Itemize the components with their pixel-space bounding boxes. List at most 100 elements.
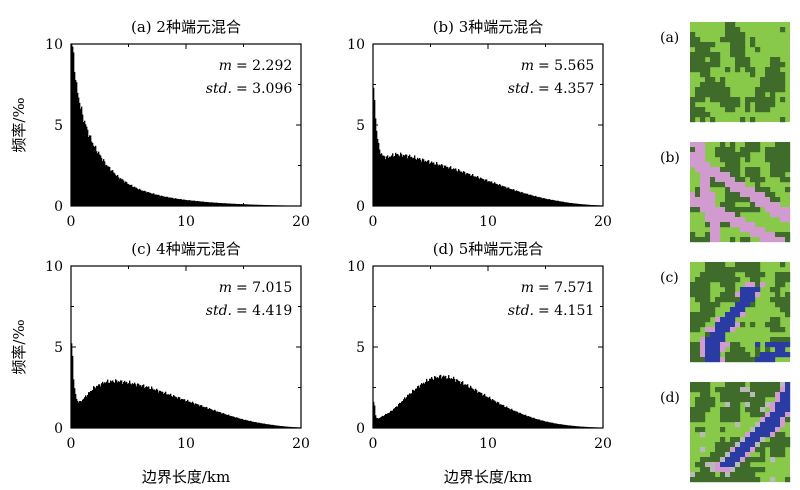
histogram-bar-c [265,424,267,428]
map-cell [760,452,766,458]
map-cell [690,32,696,38]
map-cell [755,457,761,463]
map-cell [785,232,791,238]
histogram-bar-c [157,389,159,428]
histogram-bar-a [110,170,112,206]
map-cell [735,222,741,228]
map-cell [710,92,716,98]
histogram-bar-d [521,414,523,428]
map-cell [695,352,701,358]
map-cell [725,282,731,288]
map-cell [700,57,706,63]
histogram-bar-b [580,204,582,206]
map-cell [710,42,716,48]
histogram-bar-a [146,192,148,206]
histogram-bar-b [503,186,505,206]
map-cell [690,202,696,208]
map-cell [745,352,751,358]
histogram-bar-d [511,408,513,428]
map-cell [755,87,761,93]
histogram-bar-d [393,408,395,428]
map-cell [765,352,771,358]
map-cell [710,472,716,478]
map-cell [735,422,741,428]
map-cell [710,82,716,88]
histogram-bar-b [571,202,573,206]
histogram-bar-d [504,407,506,428]
map-cell [730,477,736,483]
histogram-bar-b [397,153,399,206]
map-cell [780,82,786,88]
map-cell [695,97,701,103]
histogram-bar-b [403,155,405,206]
histogram-bar-b [566,202,568,206]
histogram-bar-d [516,411,518,428]
histogram-bar-b [525,193,527,206]
histogram-bar-d [557,423,559,428]
map-cell [730,347,736,353]
map-cell [690,417,696,423]
histogram-bar-a [76,82,78,206]
histogram-bar-d [554,423,556,428]
histogram-bar-d [382,415,384,428]
map-cell [765,207,771,213]
histogram-bar-c [249,421,251,428]
map-cell [735,342,741,348]
histogram-bar-d [529,416,531,428]
map-cell [760,227,766,233]
histogram-bar-a [83,122,85,206]
map-cell [725,102,731,108]
histogram-bar-d [522,414,524,428]
histogram-bar-a [183,199,185,206]
map-cell [765,417,771,423]
histogram-bar-b [410,157,412,206]
histogram-bar-b [516,190,518,206]
map-cell [755,352,761,358]
map-cell [745,442,751,448]
histogram-bar-d [484,393,486,428]
map-cell [700,412,706,418]
map-cell [780,402,786,408]
map-cell [780,117,786,123]
map-cell [720,172,726,178]
map-cell [735,157,741,163]
histogram-bar-c [117,382,119,428]
histogram-bar-b [431,161,433,206]
histogram-bar-d [425,381,427,428]
map-cell [785,302,791,308]
map-cell [715,477,721,483]
histogram-bar-d [518,413,520,428]
histogram-bar-a [221,203,223,206]
map-cell [700,237,706,243]
histogram-bar-b [421,161,423,206]
histogram-bar-b [432,162,434,206]
histogram-bar-c [279,425,281,428]
map-cell [720,202,726,208]
map-cell [785,167,791,173]
map-cell [730,147,736,153]
histogram-bar-a [160,196,162,206]
map-cell [735,467,741,473]
histogram-bar-b [394,156,396,206]
map-cell [720,347,726,353]
map-cell [765,392,771,398]
histogram-bar-b [511,189,513,206]
histogram-bar-d [507,407,509,428]
map-cell [780,407,786,413]
map-cell [745,432,751,438]
histogram-bar-c [241,418,243,428]
histogram-bar-a [179,199,181,206]
map-cell [700,187,706,193]
histogram-bar-d [494,400,496,428]
panel-title-d: (d) 5种端元混合 [433,240,544,258]
map-cell [745,57,751,63]
map-cell [785,152,791,158]
histogram-bar-b [466,173,468,206]
map-cell [740,472,746,478]
ticks-b [372,43,604,207]
map-cell [700,282,706,288]
histogram-bar-b [467,173,469,206]
histogram-bar-c [211,409,213,428]
map-cell [755,292,761,298]
stat-std-value-a: = 3.096 [236,81,292,97]
